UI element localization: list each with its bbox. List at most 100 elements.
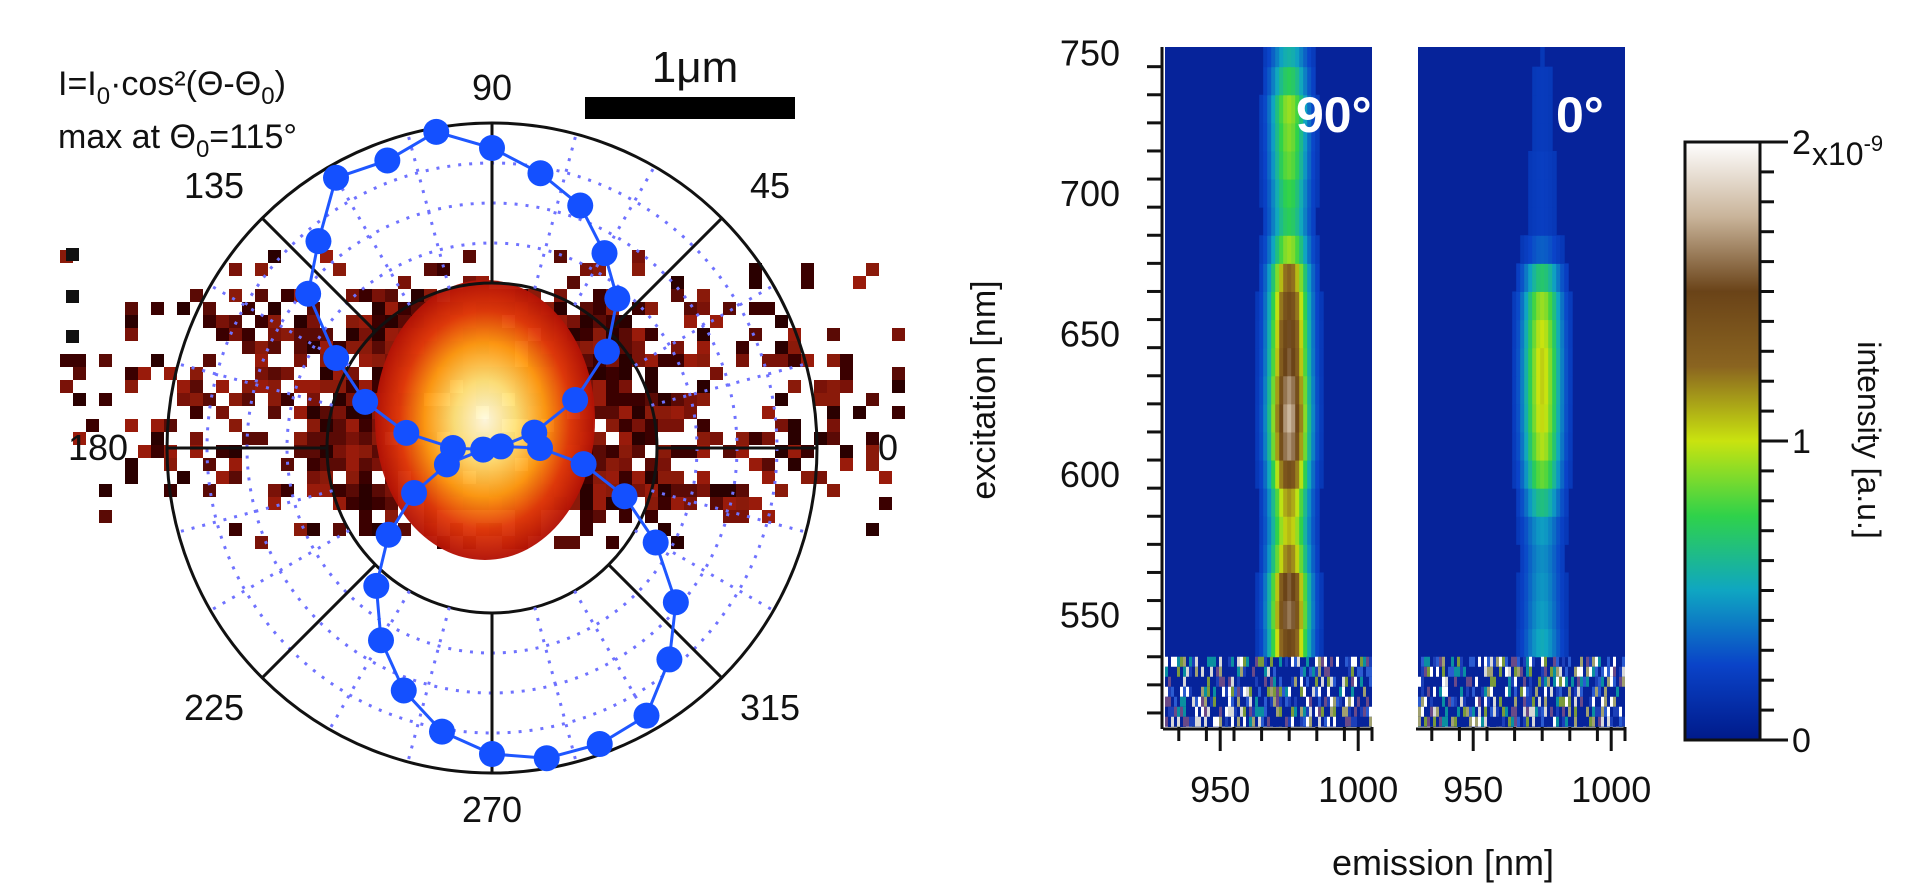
heatmap-noise: [1285, 686, 1288, 697]
image-pixel: [788, 341, 801, 354]
heatmap-cell: [1295, 403, 1300, 433]
heatmap-cell: [1552, 207, 1557, 236]
image-pixel: [268, 497, 281, 510]
heatmap-noise: [1243, 706, 1246, 717]
heatmap-cell: [1283, 488, 1288, 517]
heatmap-noise: [1544, 666, 1547, 677]
heatmap-noise: [1273, 696, 1276, 707]
heatmap-noise: [1327, 716, 1330, 727]
heatmap-noise: [1354, 656, 1357, 667]
heatmap-noise: [1207, 706, 1210, 717]
image-pixel: [190, 432, 203, 445]
colorbar-ticks: 012: [1760, 124, 1811, 760]
heatmap-cell: [1307, 600, 1312, 630]
heatmap-noise: [1234, 706, 1237, 717]
heatmap-noise: [1505, 706, 1508, 717]
heatmap-noise: [1201, 696, 1204, 707]
heatmap-noise: [1490, 666, 1493, 677]
heatmap-cell: [1259, 572, 1264, 602]
heatmap-noise: [1210, 666, 1213, 677]
heatmap-noise: [1198, 716, 1201, 727]
image-pixel: [346, 484, 359, 497]
heatmap-cell: [1287, 94, 1292, 124]
image-pixel: [788, 419, 801, 432]
heatmap-noise: [1544, 696, 1547, 707]
image-pixel: [684, 393, 697, 406]
heatmap-noise: [1442, 716, 1445, 727]
image-pixel: [892, 328, 905, 341]
heatmap-noise: [1171, 726, 1174, 727]
image-pixel: [333, 406, 346, 419]
heatmap-cell: [1303, 488, 1308, 517]
image-pixel: [281, 367, 294, 380]
heatmap-cell: [1279, 179, 1284, 208]
heatmap-noise: [1210, 696, 1213, 707]
image-pixel: [866, 523, 879, 536]
heatmap-cell: [1263, 628, 1268, 658]
image-pixel: [658, 484, 671, 497]
heatmap-noise: [1442, 666, 1445, 677]
image-pixel: [190, 367, 203, 380]
heatmap-cell: [1552, 150, 1557, 180]
heatmap-cell: [1311, 431, 1316, 461]
polar-data-point: [323, 164, 349, 191]
heatmap-cell: [1307, 403, 1312, 433]
heatmap-noise: [1189, 666, 1192, 677]
heatmap-noise: [1285, 716, 1288, 727]
heatmap-noise: [1607, 656, 1610, 667]
heatmap-noise: [1580, 676, 1583, 687]
heatmap-cell: [1528, 347, 1533, 377]
image-pixel: [619, 432, 632, 445]
heatmap-cell: [1556, 628, 1561, 658]
image-pixel: [554, 250, 567, 263]
heatmap-cell: [1291, 94, 1296, 124]
heatmap-noise: [1436, 666, 1439, 677]
heatmap-noise: [1324, 666, 1327, 677]
heatmap-cell: [1536, 347, 1541, 377]
heatmap-noise: [1538, 706, 1541, 717]
heatmap-cell: [1299, 263, 1304, 292]
heatmap-noise: [1556, 686, 1559, 697]
heatmap-noise: [1192, 716, 1195, 727]
image-pixel: [281, 289, 294, 302]
heatmap-noise: [1228, 726, 1231, 727]
heatmap-noise: [1622, 666, 1625, 677]
heatmap-cell: [1552, 347, 1557, 377]
heatmap-cell: [1299, 291, 1304, 321]
heatmap-cell: [1275, 207, 1280, 236]
image-pixel: [749, 263, 762, 276]
heatmap-noise: [1237, 686, 1240, 697]
heatmap-cell: [1263, 375, 1268, 405]
image-pixel: [99, 354, 112, 367]
polar-gridspoke: [177, 489, 334, 534]
heatmap-noise: [1430, 666, 1433, 677]
image-pixel: [307, 380, 320, 393]
heatmap-cell: [1556, 347, 1561, 377]
image-pixel: [372, 354, 385, 367]
heatmap-cell: [1556, 291, 1561, 321]
heatmap-noise: [1421, 676, 1424, 687]
polar-data-point: [368, 627, 394, 654]
heatmap-cell: [1295, 291, 1300, 321]
heatmap-noise: [1306, 656, 1309, 667]
heatmap-noise: [1427, 666, 1430, 677]
image-pixel: [60, 380, 73, 393]
image-pixel: [645, 380, 658, 393]
heatmap-noise: [1460, 696, 1463, 707]
heatmap-noise: [1448, 696, 1451, 707]
heatmap-cell: [1295, 235, 1300, 264]
heatmap-noise: [1532, 716, 1535, 727]
heatmap-cell: [1540, 600, 1545, 630]
image-pixel: [268, 484, 281, 497]
heatmap-cell: [1307, 460, 1312, 489]
heatmap-noise: [1445, 676, 1448, 687]
heatmap-cell: [1287, 431, 1292, 461]
heatmap-noise: [1424, 716, 1427, 727]
heatmap-noise: [1418, 706, 1421, 717]
heatmap-cell: [1548, 94, 1553, 124]
heatmap-noise: [1246, 696, 1249, 707]
heatmap-noise: [1592, 686, 1595, 697]
heatmap-cell: [1528, 488, 1533, 517]
image-pixel: [216, 380, 229, 393]
heatmap-noise: [1517, 666, 1520, 677]
